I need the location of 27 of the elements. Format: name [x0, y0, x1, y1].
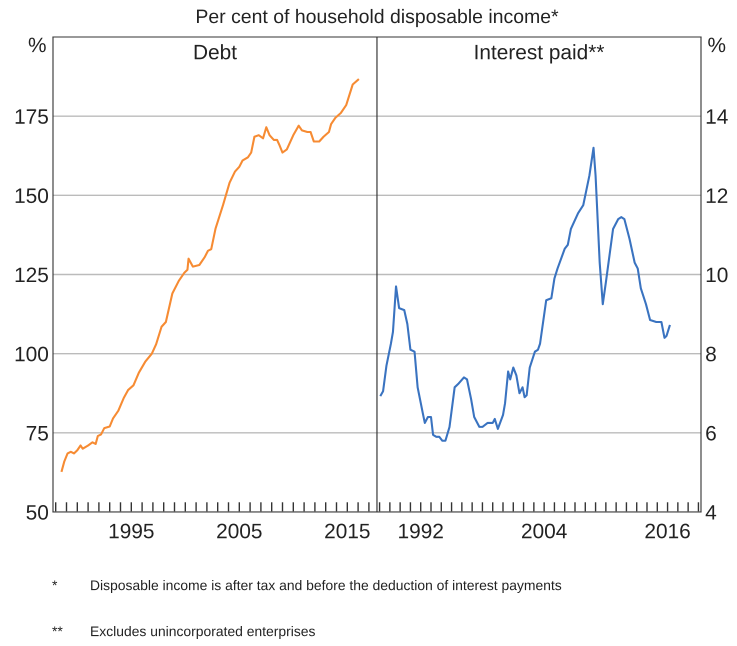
x-tick-label: 2016 [645, 524, 690, 538]
x-tick-label: 1995 [110, 524, 154, 538]
y-axis-title: % [28, 38, 46, 52]
line-series [380, 146, 671, 442]
x-tick-label: 1992 [399, 524, 443, 538]
y-tick-label: 175 [16, 109, 48, 124]
y-tick-label: 150 [16, 188, 48, 204]
y-tick-label: 4 [706, 505, 716, 520]
y-tick-label: 100 [16, 346, 48, 362]
x-tick-label: 2004 [522, 524, 567, 538]
x-tick-label: 2015 [325, 524, 370, 538]
y-tick-label: 75 [26, 426, 48, 441]
chart-subtitle: Per cent of household disposable income* [197, 8, 558, 28]
y-tick-label: 50 [26, 505, 48, 520]
text: ** Excludes unincorporated enterprises [52, 626, 315, 639]
y-tick-label: 6 [706, 426, 716, 441]
y-tick-label: 125 [16, 268, 48, 282]
y-tick-label: 12 [706, 188, 728, 203]
y-tick-label: 14 [706, 109, 728, 124]
chart-title: Debt [194, 44, 237, 60]
x-tick-label: 2005 [217, 524, 262, 538]
y-tick-label: 8 [706, 346, 716, 362]
y-tick-label: 10 [706, 268, 728, 282]
y-axis-title: % [708, 38, 726, 52]
text: * Disposable income is after tax and before the deduction of interest payments [52, 580, 562, 593]
line-series [60, 78, 360, 472]
chart-title: Interest paid** [475, 44, 604, 64]
